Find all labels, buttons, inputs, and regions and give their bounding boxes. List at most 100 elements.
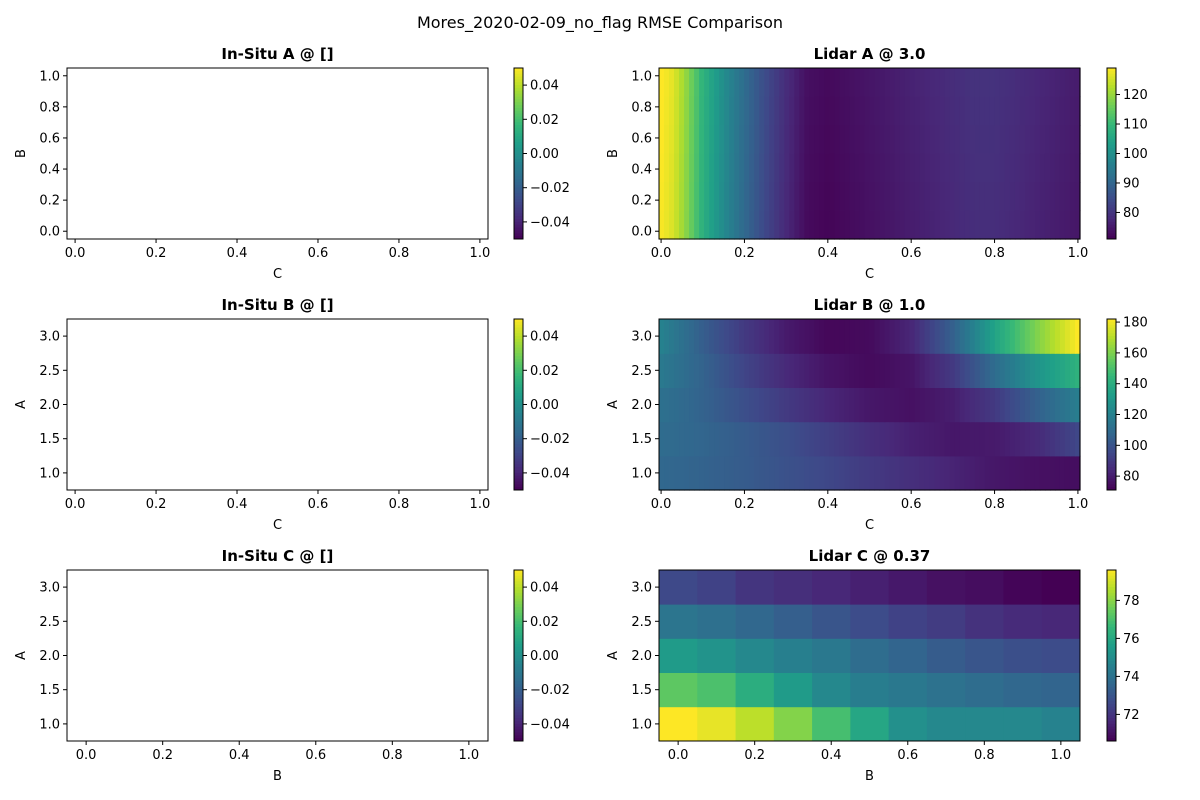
heatmap-cell — [914, 153, 921, 183]
axes-frame — [66, 318, 489, 491]
heatmap-cell — [694, 125, 700, 155]
colorbar-segment — [514, 450, 523, 454]
heatmap-cell — [964, 182, 971, 212]
heatmap-cell — [674, 387, 680, 423]
heatmap-cell — [964, 319, 971, 354]
heatmap-cell — [1024, 210, 1031, 240]
heatmap-cell — [769, 421, 775, 457]
colorbar-segment — [1107, 353, 1116, 357]
heatmap-cell — [869, 455, 876, 491]
heatmap-cell — [839, 96, 846, 126]
heatmap-cell — [894, 125, 901, 155]
colorbar-segment — [514, 93, 523, 97]
colorbar-segment — [514, 324, 523, 329]
heatmap-cell — [954, 210, 961, 240]
heatmap-cell — [739, 387, 745, 423]
heatmap-cell — [694, 387, 700, 423]
heatmap-cell — [1049, 353, 1056, 388]
colorbar-segment — [1107, 595, 1116, 599]
colorbar-segment — [1107, 159, 1116, 163]
heatmap-cell — [784, 125, 790, 155]
colorbar-tick-label: 78 — [1123, 594, 1140, 609]
heatmap-cell — [934, 153, 941, 183]
heatmap-cell — [1069, 210, 1076, 240]
heatmap-cell — [809, 182, 815, 212]
heatmap-cell — [669, 319, 675, 354]
heatmap-cell — [669, 455, 675, 491]
colorbar-segment — [1107, 601, 1116, 605]
heatmap-cell — [684, 153, 690, 183]
colorbar-segment — [514, 718, 523, 722]
heatmap-cell — [659, 125, 665, 155]
heatmap-cell — [689, 455, 695, 491]
heatmap-cell — [965, 638, 1004, 673]
heatmap-cell — [773, 706, 813, 742]
heatmap-cell — [864, 153, 871, 183]
heatmap-cell — [1019, 125, 1026, 155]
heatmap-cell — [1024, 353, 1031, 388]
heatmap-cell — [899, 353, 906, 388]
heatmap-cell — [689, 96, 695, 126]
heatmap-cell — [899, 125, 906, 155]
colorbar-segment — [1107, 176, 1116, 180]
heatmap-cell — [1034, 210, 1041, 240]
heatmap-cell — [779, 68, 785, 98]
heatmap-cell — [1004, 387, 1011, 423]
heatmap-cell — [849, 319, 856, 354]
heatmap-cell — [664, 421, 670, 457]
heatmap-cell — [959, 182, 966, 212]
heatmap-cell — [994, 182, 1001, 212]
colorbar-segment — [1107, 127, 1116, 132]
heatmap-cell — [739, 125, 745, 155]
heatmap-cell — [984, 455, 991, 491]
colorbar-segment — [514, 458, 523, 462]
heatmap-cell — [1034, 68, 1041, 98]
colorbar-segment — [514, 652, 523, 656]
colorbar-segment — [514, 82, 523, 86]
heatmap-cell — [959, 125, 966, 155]
heatmap-cell — [1014, 125, 1021, 155]
heatmap-cell — [944, 125, 951, 155]
heatmap-cell — [969, 68, 976, 98]
heatmap-cell — [697, 604, 736, 639]
heatmap-cell — [919, 68, 926, 98]
heatmap-cell — [734, 96, 740, 126]
heatmap-cell — [914, 455, 921, 491]
heatmap-cell — [999, 125, 1006, 155]
heatmap-cell — [1054, 421, 1061, 457]
colorbar-segment — [514, 70, 523, 75]
colorbar-segment — [1107, 330, 1116, 334]
heatmap-cell — [919, 319, 926, 354]
y-tick-label: 0.6 — [631, 131, 652, 146]
heatmap-cell — [1019, 387, 1026, 423]
heatmap-cell — [774, 319, 780, 354]
colorbar-segment — [1107, 347, 1116, 351]
heatmap-cell — [804, 182, 810, 212]
colorbar-segment — [1107, 381, 1116, 386]
heatmap-cell — [1024, 153, 1031, 183]
heatmap-cell — [819, 455, 825, 491]
heatmap-cell — [934, 96, 941, 126]
colorbar-segment — [514, 367, 523, 371]
colorbar-segment — [514, 99, 523, 103]
heatmap-cell — [979, 387, 986, 423]
heatmap-cell — [1074, 68, 1081, 98]
heatmap-cell — [844, 319, 851, 354]
heatmap-cell — [774, 421, 780, 457]
heatmap-cell — [954, 421, 961, 457]
colorbar-tick-label: 0.02 — [530, 364, 559, 379]
colorbar-segment — [514, 441, 523, 445]
colorbar-segment — [1107, 350, 1116, 354]
colorbar-segment — [514, 144, 523, 149]
heatmap-cell — [926, 638, 966, 673]
heatmap-cell — [664, 455, 670, 491]
heatmap-cell — [926, 706, 966, 742]
colorbar-segment — [1107, 452, 1116, 457]
heatmap-cell — [864, 96, 871, 126]
heatmap-cell — [934, 353, 941, 388]
heatmap-cell — [824, 68, 830, 98]
heatmap-cell — [979, 319, 986, 354]
heatmap-cell — [759, 319, 765, 354]
heatmap-cell — [679, 68, 685, 98]
heatmap-cell — [709, 353, 715, 388]
